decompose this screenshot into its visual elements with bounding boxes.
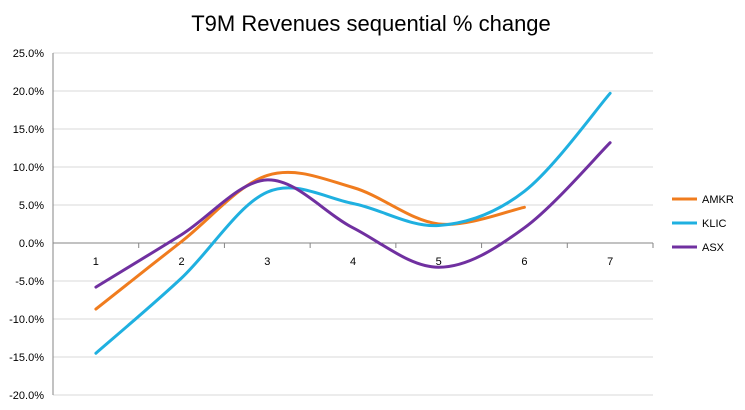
legend-label: ASX — [702, 242, 725, 254]
x-axis-ticks: 1 2 3 4 5 6 7 — [52, 243, 654, 268]
legend: AMKR KLIC ASX — [672, 194, 734, 254]
y-tick-label: 10.0% — [13, 162, 44, 174]
x-tick-label: 7 — [607, 256, 613, 268]
y-tick-label: -5.0% — [15, 276, 44, 288]
y-tick-label: 5.0% — [19, 200, 44, 212]
x-tick-label: 3 — [264, 256, 270, 268]
series-line-asx — [94, 141, 612, 289]
chart-title: T9M Revenues sequential % change — [191, 11, 551, 36]
y-tick-label: 25.0% — [13, 48, 44, 60]
legend-item-amkr: AMKR — [672, 194, 734, 206]
x-tick-label: 1 — [93, 256, 99, 268]
legend-item-klic: KLIC — [672, 218, 727, 230]
x-tick-label: 6 — [521, 256, 527, 268]
y-tick-label: 15.0% — [13, 124, 44, 136]
series-line-amkr — [94, 170, 526, 311]
gridlines — [52, 52, 653, 396]
legend-label: KLIC — [702, 218, 727, 230]
series-lines — [94, 91, 612, 355]
x-tick-label: 2 — [179, 256, 185, 268]
y-tick-label: 20.0% — [13, 86, 44, 98]
legend-label: AMKR — [702, 194, 734, 206]
y-axis-ticks: 25.0% 20.0% 15.0% 10.0% 5.0% 0.0% -5.0% -10.0% -… — [9, 48, 44, 402]
y-tick-label: -20.0% — [9, 390, 44, 402]
x-tick-label: 4 — [350, 256, 356, 268]
x-tick-label: 5 — [436, 256, 442, 268]
y-tick-label: -15.0% — [9, 352, 44, 364]
y-tick-label: 0.0% — [19, 238, 44, 250]
legend-item-asx: ASX — [672, 242, 725, 254]
series-line-klic — [94, 91, 612, 355]
y-tick-label: -10.0% — [9, 314, 44, 326]
